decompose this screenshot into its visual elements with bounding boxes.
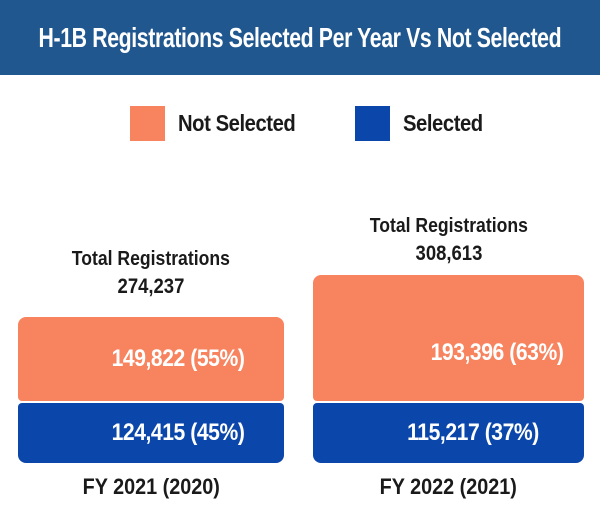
segment-value-label: 115,217 (37%) (407, 419, 539, 446)
total-registrations-block-fy2022: Total Registrations 308,613 (313, 212, 584, 268)
not-selected-swatch (130, 105, 166, 141)
legend-label-selected: Selected (403, 109, 484, 136)
legend-item-not-selected: Not Selected (130, 105, 311, 141)
title-bar: H-1B Registrations Selected Per Year Vs … (0, 0, 600, 75)
chart-title: H-1B Registrations Selected Per Year Vs … (38, 21, 562, 53)
legend: Not Selected Selected (12, 103, 600, 143)
legend-label-not-selected: Not Selected (178, 109, 296, 136)
bar-segment-selected-fy2022: 115,217 (37%) (313, 403, 584, 463)
total-registrations-value: 274,237 (117, 275, 185, 298)
bar-segment-not-selected-fy2021: 149,822 (55%) (18, 317, 284, 401)
bar-segment-selected-fy2021: 124,415 (45%) (18, 403, 284, 463)
legend-item-selected: Selected (355, 105, 494, 141)
total-registrations-block-fy2021: Total Registrations 274,237 (18, 245, 284, 301)
total-registrations-label: Total Registrations (369, 215, 528, 237)
segment-value-label: 124,415 (45%) (111, 419, 245, 446)
segment-value-label: 149,822 (55%) (111, 345, 245, 372)
selected-swatch (355, 105, 391, 141)
category-label-fy2021: FY 2021 (2020) (82, 474, 220, 499)
total-registrations-label: Total Registrations (71, 248, 231, 270)
total-registrations-value: 308,613 (415, 242, 482, 265)
segment-value-label: 193,396 (63%) (430, 339, 564, 367)
category-label-fy2022: FY 2022 (2021) (379, 474, 518, 499)
bar-segment-not-selected-fy2022: 193,396 (63%) (313, 275, 584, 401)
